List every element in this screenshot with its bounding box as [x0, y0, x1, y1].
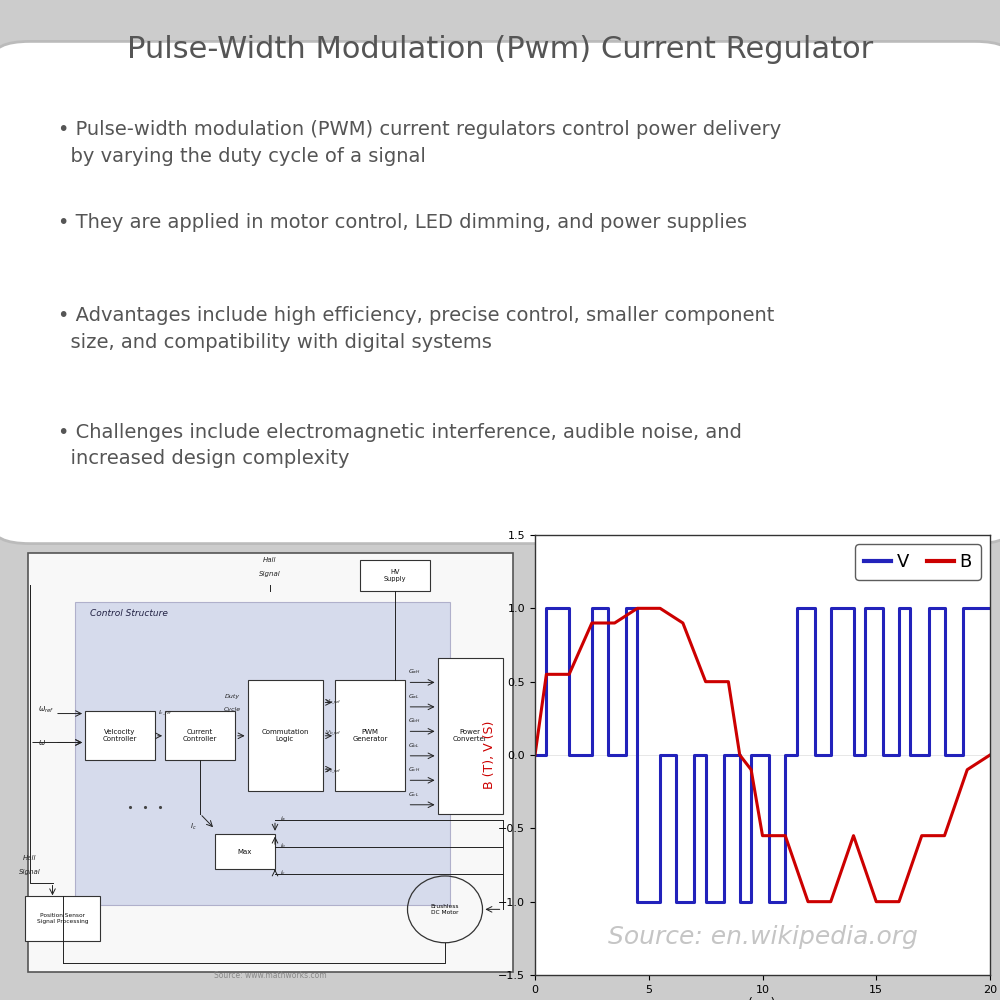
- B: [916, 830, 928, 842]
- B: [745, 764, 757, 776]
- Text: $\omega_{ref}$: $\omega_{ref}$: [38, 704, 54, 715]
- Text: Pulse-Width Modulation (Pwm) Current Regulator: Pulse-Width Modulation (Pwm) Current Reg…: [127, 35, 873, 64]
- FancyBboxPatch shape: [75, 602, 450, 905]
- Text: $G_{bH}$: $G_{bH}$: [408, 716, 420, 725]
- Text: $V_{a\_ref}$: $V_{a\_ref}$: [325, 697, 342, 706]
- Text: HV
Supply: HV Supply: [384, 569, 406, 582]
- Text: Commutation
Logic: Commutation Logic: [261, 729, 309, 742]
- Text: $i_a$: $i_a$: [280, 814, 286, 823]
- Text: Control Structure: Control Structure: [90, 609, 168, 618]
- V: [809, 602, 821, 614]
- Text: Power
Converter: Power Converter: [453, 729, 487, 742]
- B: [677, 617, 689, 629]
- B: [529, 749, 541, 761]
- FancyBboxPatch shape: [248, 680, 322, 791]
- B: [870, 896, 882, 908]
- Text: Max: Max: [238, 848, 252, 854]
- Text: $G_{cH}$: $G_{cH}$: [408, 765, 420, 774]
- Text: Source: www.mathworks.com: Source: www.mathworks.com: [214, 971, 326, 980]
- Text: $I_c$: $I_c$: [190, 822, 197, 832]
- Text: Current
Controller: Current Controller: [183, 729, 217, 742]
- Text: • Pulse-width modulation (PWM) current regulators control power delivery
  by va: • Pulse-width modulation (PWM) current r…: [58, 120, 782, 166]
- Text: $i_b$: $i_b$: [280, 841, 286, 850]
- FancyBboxPatch shape: [165, 711, 235, 760]
- Text: $\omega$: $\omega$: [38, 738, 46, 747]
- V: [984, 602, 996, 614]
- B: [938, 830, 950, 842]
- B: [722, 676, 734, 688]
- B: [848, 830, 860, 842]
- X-axis label: (ms): (ms): [748, 998, 777, 1000]
- B: [802, 896, 814, 908]
- Text: $V_{b\_ref}$: $V_{b\_ref}$: [325, 728, 342, 737]
- Text: Source: en.wikipedia.org: Source: en.wikipedia.org: [608, 925, 917, 949]
- B: [757, 830, 769, 842]
- Text: $G_{aL}$: $G_{aL}$: [408, 692, 419, 701]
- Text: • Challenges include electromagnetic interference, audible noise, and
  increase: • Challenges include electromagnetic int…: [58, 423, 742, 468]
- V: [848, 749, 860, 761]
- Text: PWM
Generator: PWM Generator: [352, 729, 388, 742]
- Text: $V_{c\_ref}$: $V_{c\_ref}$: [325, 766, 342, 775]
- Text: $G_{cL}$: $G_{cL}$: [408, 790, 419, 799]
- Text: Signal: Signal: [259, 571, 281, 577]
- B: [825, 896, 837, 908]
- Text: Velcocity
Controller: Velcocity Controller: [103, 729, 137, 742]
- Line: V: V: [535, 608, 990, 902]
- Text: Brushless
DC Motor: Brushless DC Motor: [431, 904, 459, 915]
- Text: Hall: Hall: [263, 557, 277, 563]
- Text: $I_{c\_ref}$: $I_{c\_ref}$: [158, 708, 173, 717]
- V: [540, 602, 552, 614]
- Text: $G_{aH}$: $G_{aH}$: [408, 668, 420, 676]
- B: [586, 617, 598, 629]
- B: [631, 602, 643, 614]
- FancyBboxPatch shape: [215, 834, 275, 869]
- FancyBboxPatch shape: [360, 560, 430, 591]
- V: [529, 749, 541, 761]
- Text: Cycle: Cycle: [224, 707, 241, 712]
- Text: • They are applied in motor control, LED dimming, and power supplies: • They are applied in motor control, LED…: [58, 213, 747, 232]
- B: [893, 896, 905, 908]
- Text: Position Sensor
Signal Processing: Position Sensor Signal Processing: [37, 913, 88, 924]
- Text: Duty: Duty: [225, 694, 240, 699]
- V: [718, 749, 730, 761]
- Text: $G_{bL}$: $G_{bL}$: [408, 741, 419, 750]
- V: [631, 896, 643, 908]
- B: [961, 764, 973, 776]
- FancyBboxPatch shape: [335, 680, 405, 791]
- B: [984, 749, 996, 761]
- B: [779, 830, 791, 842]
- V: [809, 749, 821, 761]
- B: [563, 668, 575, 680]
- Y-axis label: B (T), V (S): B (T), V (S): [483, 721, 496, 789]
- Text: Signal: Signal: [19, 869, 41, 875]
- Text: • Advantages include high efficiency, precise control, smaller component
  size,: • Advantages include high efficiency, pr…: [58, 306, 775, 352]
- V: [620, 602, 632, 614]
- B: [609, 617, 621, 629]
- B: [700, 676, 712, 688]
- V: [791, 749, 803, 761]
- FancyBboxPatch shape: [0, 41, 1000, 544]
- B: [734, 749, 746, 761]
- Line: B: B: [535, 608, 990, 902]
- FancyBboxPatch shape: [85, 711, 155, 760]
- Legend: V, B: V, B: [855, 544, 981, 580]
- B: [654, 602, 666, 614]
- FancyBboxPatch shape: [25, 896, 100, 940]
- B: [540, 668, 552, 680]
- Text: Hall: Hall: [23, 855, 37, 861]
- FancyBboxPatch shape: [438, 658, 503, 814]
- Text: $i_c$: $i_c$: [280, 868, 286, 877]
- FancyBboxPatch shape: [28, 553, 512, 972]
